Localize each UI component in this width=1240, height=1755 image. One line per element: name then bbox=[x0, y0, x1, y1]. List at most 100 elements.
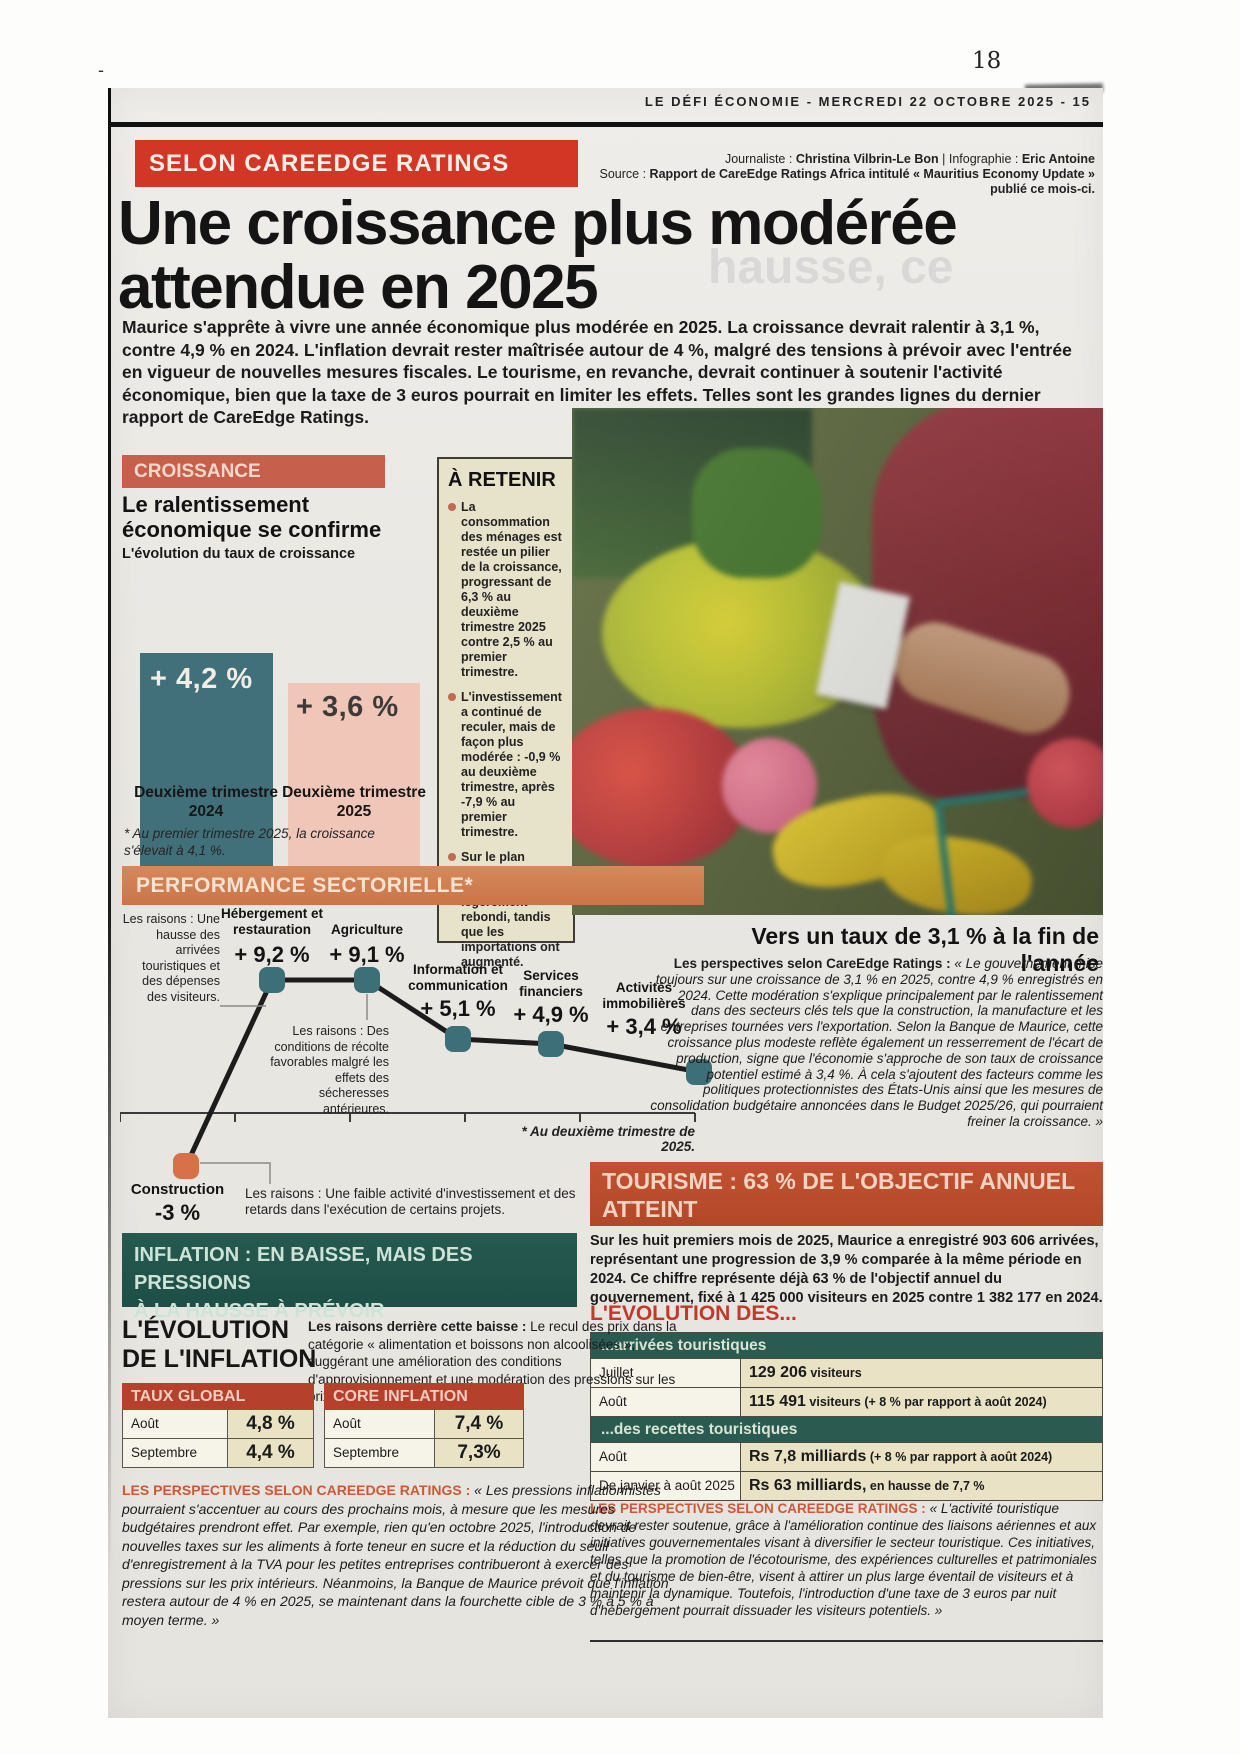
table-section-recettes: ...des recettes touristiques bbox=[591, 1416, 1102, 1442]
table-row: Août 115 491 visiteurs (+ 8 % par rappor… bbox=[591, 1387, 1102, 1416]
perspectives-lead: LES PERSPECTIVES SELON CAREEDGE RATINGS … bbox=[590, 1501, 930, 1516]
point-hebergement bbox=[259, 967, 285, 993]
value-construction: -3 % bbox=[154, 1200, 201, 1225]
row-label: De janvier à août 2025 bbox=[591, 1472, 741, 1500]
masthead-rule bbox=[108, 122, 1103, 127]
row-value-main: 115 491 bbox=[749, 1393, 806, 1410]
bottom-rule bbox=[590, 1640, 1103, 1642]
row-value-suffix: visiteurs (+ 8 % par rapport à août 2024… bbox=[805, 1395, 1047, 1409]
value-services: + 4,9 % bbox=[513, 1002, 589, 1027]
credit-journalist: Journaliste : Christina Vilbrin-Le Bon |… bbox=[724, 152, 1095, 166]
inflation-perspectives: LES PERSPECTIVES SELON CAREEDGE RATINGS … bbox=[122, 1481, 684, 1629]
taux-global-table: TAUX GLOBAL Août 4,8 % Septembre 4,4 % bbox=[122, 1383, 314, 1468]
label-services: Services financiers bbox=[519, 968, 583, 999]
inflation-banner-line2: À LA HAUSSE À PRÉVOIR bbox=[134, 1300, 385, 1322]
row-label: Août bbox=[123, 1410, 228, 1438]
croissance-title: Le ralentissement économique se confirme bbox=[122, 492, 381, 542]
byline-credits: Journaliste : Christina Vilbrin-Le Bon |… bbox=[575, 152, 1095, 197]
table-row: Août Rs 7,8 milliards (+ 8 % par rapport… bbox=[591, 1442, 1102, 1471]
bar-2025-label: Deuxième trimestre 2025 bbox=[282, 784, 426, 820]
note-agriculture-reasons: Les raisons : Des conditions de récolte … bbox=[270, 1024, 389, 1116]
a-retenir-title: À RETENIR bbox=[448, 469, 556, 491]
tourisme-banner-line1: TOURISME : 63 % DE L'OBJECTIF ANNUEL bbox=[602, 1168, 1076, 1194]
a-retenir-bullet-1: La consommation des ménages est restée u… bbox=[448, 500, 564, 680]
table-section-arrivees: ...arrivées touristiques bbox=[591, 1333, 1102, 1358]
right-article-quote: « Le gouvernement mise toujours sur une … bbox=[650, 956, 1103, 1129]
perspectives-lead: LES PERSPECTIVES SELON CAREEDGE RATINGS … bbox=[122, 1482, 475, 1498]
credit-source-end: publié ce mois-ci. bbox=[990, 182, 1095, 196]
row-value-main: 129 206 bbox=[749, 1364, 807, 1381]
a-retenir-bullet-2: L'investissement a continué de reculer, … bbox=[448, 690, 564, 840]
value-immobilier: + 3,4 % bbox=[606, 1014, 682, 1039]
perspectives-quote: « L'activité touristique devrait rester … bbox=[590, 1501, 1097, 1618]
row-label: Août bbox=[591, 1388, 741, 1416]
kicker-banner: SELON CAREEDGE RATINGS bbox=[135, 140, 578, 187]
row-value-main: Rs 7,8 milliards bbox=[749, 1448, 867, 1465]
photo-scene bbox=[572, 408, 1103, 915]
table-row: Septembre 4,4 % bbox=[122, 1439, 314, 1468]
photo-overlay bbox=[572, 408, 1103, 915]
bullet-dot-icon bbox=[448, 853, 456, 861]
tourisme-banner: TOURISME : 63 % DE L'OBJECTIF ANNUEL ATT… bbox=[590, 1162, 1103, 1226]
masthead: LE DÉFI ÉCONOMIE - MERCREDI 22 OCTOBRE 2… bbox=[644, 94, 1091, 109]
photo-cart-red-item bbox=[1027, 738, 1103, 828]
row-value-suffix: en hausse de 7,7 % bbox=[866, 1479, 985, 1493]
page-title: Une croissance plus modérée attendue en … bbox=[118, 189, 958, 322]
value-agriculture: + 9,1 % bbox=[329, 942, 405, 967]
growth-chart-footnote: * Au premier trimestre 2025, la croissan… bbox=[124, 826, 375, 858]
label-immobilier: Activités immobilières bbox=[602, 980, 686, 1011]
lede-paragraph: Maurice s'apprête à vivre une année écon… bbox=[122, 317, 1072, 427]
table-row: Août 7,4 % bbox=[324, 1410, 524, 1439]
evolution-title-line2: DE L'INFLATION bbox=[122, 1345, 317, 1373]
row-value-suffix: visiteurs bbox=[806, 1366, 862, 1380]
value-information: + 5,1 % bbox=[420, 996, 496, 1021]
row-value: 129 206 visiteurs bbox=[741, 1359, 1102, 1387]
point-immobilier bbox=[686, 1059, 712, 1085]
table-row: Août 4,8 % bbox=[122, 1410, 314, 1439]
row-label: Août bbox=[591, 1443, 741, 1471]
label-agriculture: Agriculture bbox=[330, 922, 403, 937]
bar-2025: + 3,6 % bbox=[288, 683, 420, 868]
table-row: Juillet 129 206 visiteurs bbox=[591, 1358, 1102, 1387]
sector-line-chart: Hébergement et restauration + 9,2 % Agri… bbox=[120, 906, 715, 1230]
taux-global-header: TAUX GLOBAL bbox=[122, 1383, 314, 1410]
sector-chart-lines bbox=[120, 977, 700, 1184]
label-hebergement: Hébergement et restauration bbox=[220, 906, 324, 937]
right-article-body: Les perspectives selon CareEdge Ratings … bbox=[648, 956, 1103, 1130]
note-construction-reasons: Les raisons : Une faible activité d'inve… bbox=[245, 1186, 576, 1217]
croissance-title-line2: économique se confirme bbox=[122, 517, 382, 542]
scan-corner-mark: - bbox=[98, 60, 104, 80]
evolution-title-line1: L'ÉVOLUTION bbox=[122, 1316, 290, 1344]
row-label: Septembre bbox=[325, 1439, 435, 1467]
label-construction: Construction bbox=[130, 1181, 225, 1198]
inflation-reasons-lead: Les raisons derrière cette baisse : bbox=[308, 1319, 531, 1334]
tourism-table: ...arrivées touristiques Juillet 129 206… bbox=[590, 1332, 1103, 1501]
inflation-banner-line1: INFLATION : EN BAISSE, MAIS DES PRESSION… bbox=[134, 1244, 473, 1294]
growth-bar-chart: + 4,2 % + 3,6 % bbox=[122, 646, 432, 868]
right-article-title: Vers un taux de 3,1 % à la fin de l'anné… bbox=[751, 923, 1099, 976]
value-hebergement: + 9,2 % bbox=[234, 942, 310, 967]
inflation-banner: INFLATION : EN BAISSE, MAIS DES PRESSION… bbox=[122, 1233, 577, 1322]
tourisme-banner-line2: ATTEINT bbox=[602, 1196, 698, 1222]
row-value: 4,4 % bbox=[228, 1439, 313, 1467]
page-fold-edge bbox=[108, 88, 111, 1588]
point-agriculture bbox=[354, 967, 380, 993]
row-value: Rs 63 milliards, en hausse de 7,7 % bbox=[741, 1472, 1102, 1500]
row-value: 4,8 % bbox=[228, 1410, 313, 1438]
headline-line1: Une croissance plus modérée bbox=[118, 189, 958, 258]
headline-line2: attendue en 2025 bbox=[118, 253, 599, 322]
point-services bbox=[538, 1031, 564, 1057]
croissance-chart-title: L'évolution du taux de croissance bbox=[122, 546, 356, 562]
label-information: Information et communication bbox=[408, 962, 508, 993]
row-value-main: Rs 63 milliards, bbox=[749, 1477, 867, 1494]
croissance-title-line1: Le ralentissement bbox=[122, 492, 310, 517]
performance-banner: PERFORMANCE SECTORIELLE* bbox=[122, 866, 704, 905]
point-information bbox=[445, 1026, 471, 1052]
tourisme-perspectives: LES PERSPECTIVES SELON CAREEDGE RATINGS … bbox=[590, 1500, 1103, 1619]
photo-greens bbox=[692, 448, 822, 578]
row-label: Août bbox=[325, 1410, 435, 1438]
bar-2024: + 4,2 % bbox=[140, 653, 273, 868]
croissance-banner: CROISSANCE bbox=[122, 455, 385, 488]
row-value: 7,3% bbox=[435, 1439, 523, 1467]
row-value: 7,4 % bbox=[435, 1410, 523, 1438]
